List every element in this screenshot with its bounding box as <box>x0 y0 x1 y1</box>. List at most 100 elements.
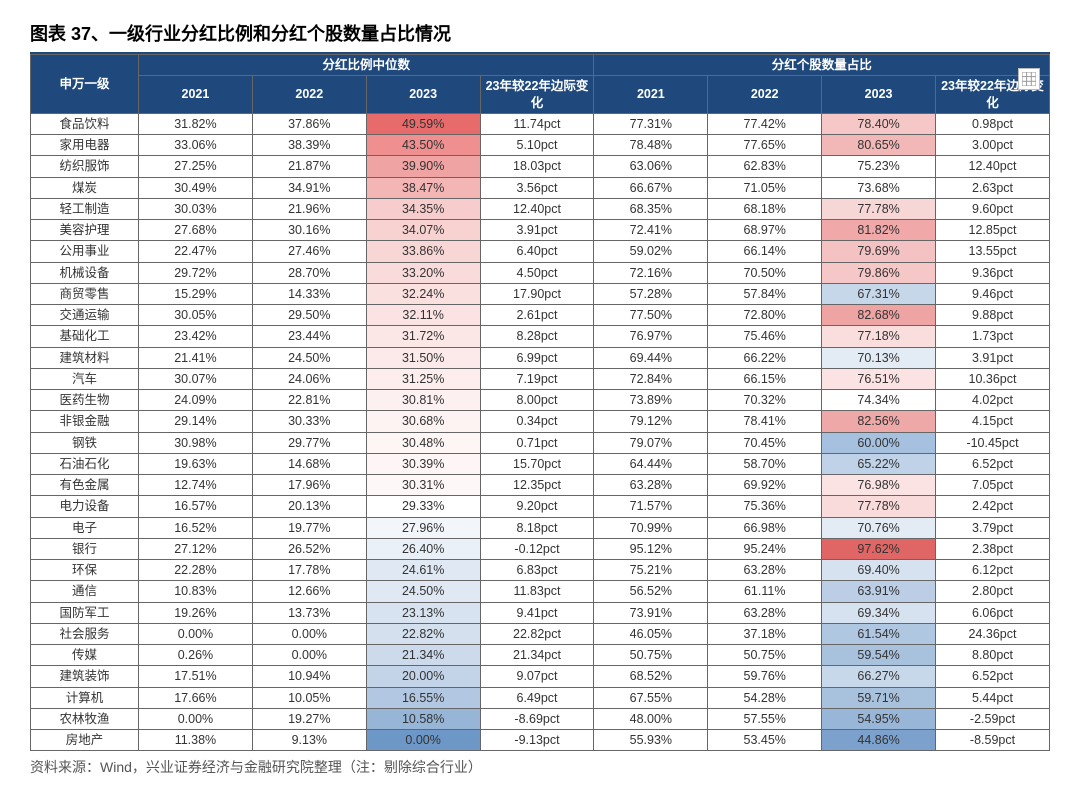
cell-count: 70.45% <box>708 432 822 453</box>
row-label: 农林牧渔 <box>31 708 139 729</box>
cell-count: 9.60pct <box>936 198 1050 219</box>
cell-count: 75.46% <box>708 326 822 347</box>
cell-count: 65.22% <box>822 453 936 474</box>
cell-count: 0.98pct <box>936 113 1050 134</box>
cell-count: 77.78% <box>822 496 936 517</box>
cell-ratio: 0.34pct <box>480 411 594 432</box>
cell-count: 66.67% <box>594 177 708 198</box>
cell-count: 82.68% <box>822 305 936 326</box>
cell-count: 95.12% <box>594 538 708 559</box>
cell-count: -10.45pct <box>936 432 1050 453</box>
cell-count: 9.88pct <box>936 305 1050 326</box>
cell-ratio: 9.07pct <box>480 666 594 687</box>
cell-count: 63.28% <box>708 560 822 581</box>
cell-count: 57.55% <box>708 708 822 729</box>
cell-count: 67.31% <box>822 283 936 304</box>
row-label: 环保 <box>31 560 139 581</box>
cell-count: 77.65% <box>708 135 822 156</box>
row-label: 建筑材料 <box>31 347 139 368</box>
col-b-2022: 2022 <box>708 76 822 114</box>
cell-ratio: 6.83pct <box>480 560 594 581</box>
cell-count: 77.18% <box>822 326 936 347</box>
cell-count: 4.02pct <box>936 390 1050 411</box>
cell-ratio: 6.49pct <box>480 687 594 708</box>
cell-ratio: 22.47% <box>139 241 253 262</box>
cell-ratio: 21.34pct <box>480 645 594 666</box>
table-row: 非银金融29.14%30.33%30.68%0.34pct79.12%78.41… <box>31 411 1050 432</box>
source-note: 资料来源：Wind，兴业证券经济与金融研究院整理（注：剔除综合行业） <box>30 757 1050 777</box>
row-label: 公用事业 <box>31 241 139 262</box>
cell-ratio: 38.39% <box>252 135 366 156</box>
cell-ratio: -8.69pct <box>480 708 594 729</box>
cell-ratio: 24.50% <box>366 581 480 602</box>
cell-ratio: 23.13% <box>366 602 480 623</box>
cell-count: 6.52pct <box>936 453 1050 474</box>
cell-count: 77.42% <box>708 113 822 134</box>
cell-count: 54.95% <box>822 708 936 729</box>
table-icon[interactable] <box>1018 68 1040 90</box>
cell-count: 2.63pct <box>936 177 1050 198</box>
cell-ratio: 26.40% <box>366 538 480 559</box>
table-row: 建筑装饰17.51%10.94%20.00%9.07pct68.52%59.76… <box>31 666 1050 687</box>
row-label: 美容护理 <box>31 220 139 241</box>
cell-ratio: 30.07% <box>139 368 253 389</box>
row-label: 商贸零售 <box>31 283 139 304</box>
col-a-2021: 2021 <box>139 76 253 114</box>
cell-count: 70.32% <box>708 390 822 411</box>
cell-ratio: 30.33% <box>252 411 366 432</box>
col-industry: 申万一级 <box>31 55 139 114</box>
table-row: 商贸零售15.29%14.33%32.24%17.90pct57.28%57.8… <box>31 283 1050 304</box>
cell-count: 8.80pct <box>936 645 1050 666</box>
cell-ratio: 10.83% <box>139 581 253 602</box>
cell-ratio: 28.70% <box>252 262 366 283</box>
row-label: 有色金属 <box>31 475 139 496</box>
row-label: 汽车 <box>31 368 139 389</box>
cell-ratio: 23.44% <box>252 326 366 347</box>
cell-ratio: 10.94% <box>252 666 366 687</box>
cell-count: 67.55% <box>594 687 708 708</box>
cell-ratio: 10.05% <box>252 687 366 708</box>
table-row: 有色金属12.74%17.96%30.31%12.35pct63.28%69.9… <box>31 475 1050 496</box>
cell-ratio: 29.50% <box>252 305 366 326</box>
cell-count: 9.36pct <box>936 262 1050 283</box>
cell-count: 74.34% <box>822 390 936 411</box>
cell-count: 59.54% <box>822 645 936 666</box>
row-label: 家用电器 <box>31 135 139 156</box>
cell-ratio: 0.00% <box>252 623 366 644</box>
cell-ratio: 21.41% <box>139 347 253 368</box>
table-row: 纺织服饰27.25%21.87%39.90%18.03pct63.06%62.8… <box>31 156 1050 177</box>
cell-ratio: 32.24% <box>366 283 480 304</box>
cell-count: 77.50% <box>594 305 708 326</box>
row-label: 非银金融 <box>31 411 139 432</box>
cell-ratio: 22.82pct <box>480 623 594 644</box>
cell-count: 2.38pct <box>936 538 1050 559</box>
cell-ratio: 17.66% <box>139 687 253 708</box>
cell-ratio: 22.81% <box>252 390 366 411</box>
cell-ratio: 30.49% <box>139 177 253 198</box>
cell-ratio: 43.50% <box>366 135 480 156</box>
cell-count: 54.28% <box>708 687 822 708</box>
cell-count: 5.44pct <box>936 687 1050 708</box>
cell-count: 57.28% <box>594 283 708 304</box>
cell-ratio: 23.42% <box>139 326 253 347</box>
cell-count: 66.22% <box>708 347 822 368</box>
cell-count: -8.59pct <box>936 730 1050 751</box>
row-label: 计算机 <box>31 687 139 708</box>
cell-ratio: 31.50% <box>366 347 480 368</box>
col-a-2023: 2023 <box>366 76 480 114</box>
cell-ratio: 31.72% <box>366 326 480 347</box>
cell-count: 75.21% <box>594 560 708 581</box>
cell-ratio: 30.98% <box>139 432 253 453</box>
cell-ratio: 12.74% <box>139 475 253 496</box>
cell-ratio: 9.41pct <box>480 602 594 623</box>
cell-ratio: 5.10pct <box>480 135 594 156</box>
cell-count: 75.23% <box>822 156 936 177</box>
cell-ratio: 8.28pct <box>480 326 594 347</box>
cell-ratio: 0.00% <box>139 623 253 644</box>
cell-ratio: 11.74pct <box>480 113 594 134</box>
cell-ratio: 9.13% <box>252 730 366 751</box>
cell-ratio: 15.29% <box>139 283 253 304</box>
row-label: 基础化工 <box>31 326 139 347</box>
cell-ratio: 14.68% <box>252 453 366 474</box>
table-row: 电力设备16.57%20.13%29.33%9.20pct71.57%75.36… <box>31 496 1050 517</box>
